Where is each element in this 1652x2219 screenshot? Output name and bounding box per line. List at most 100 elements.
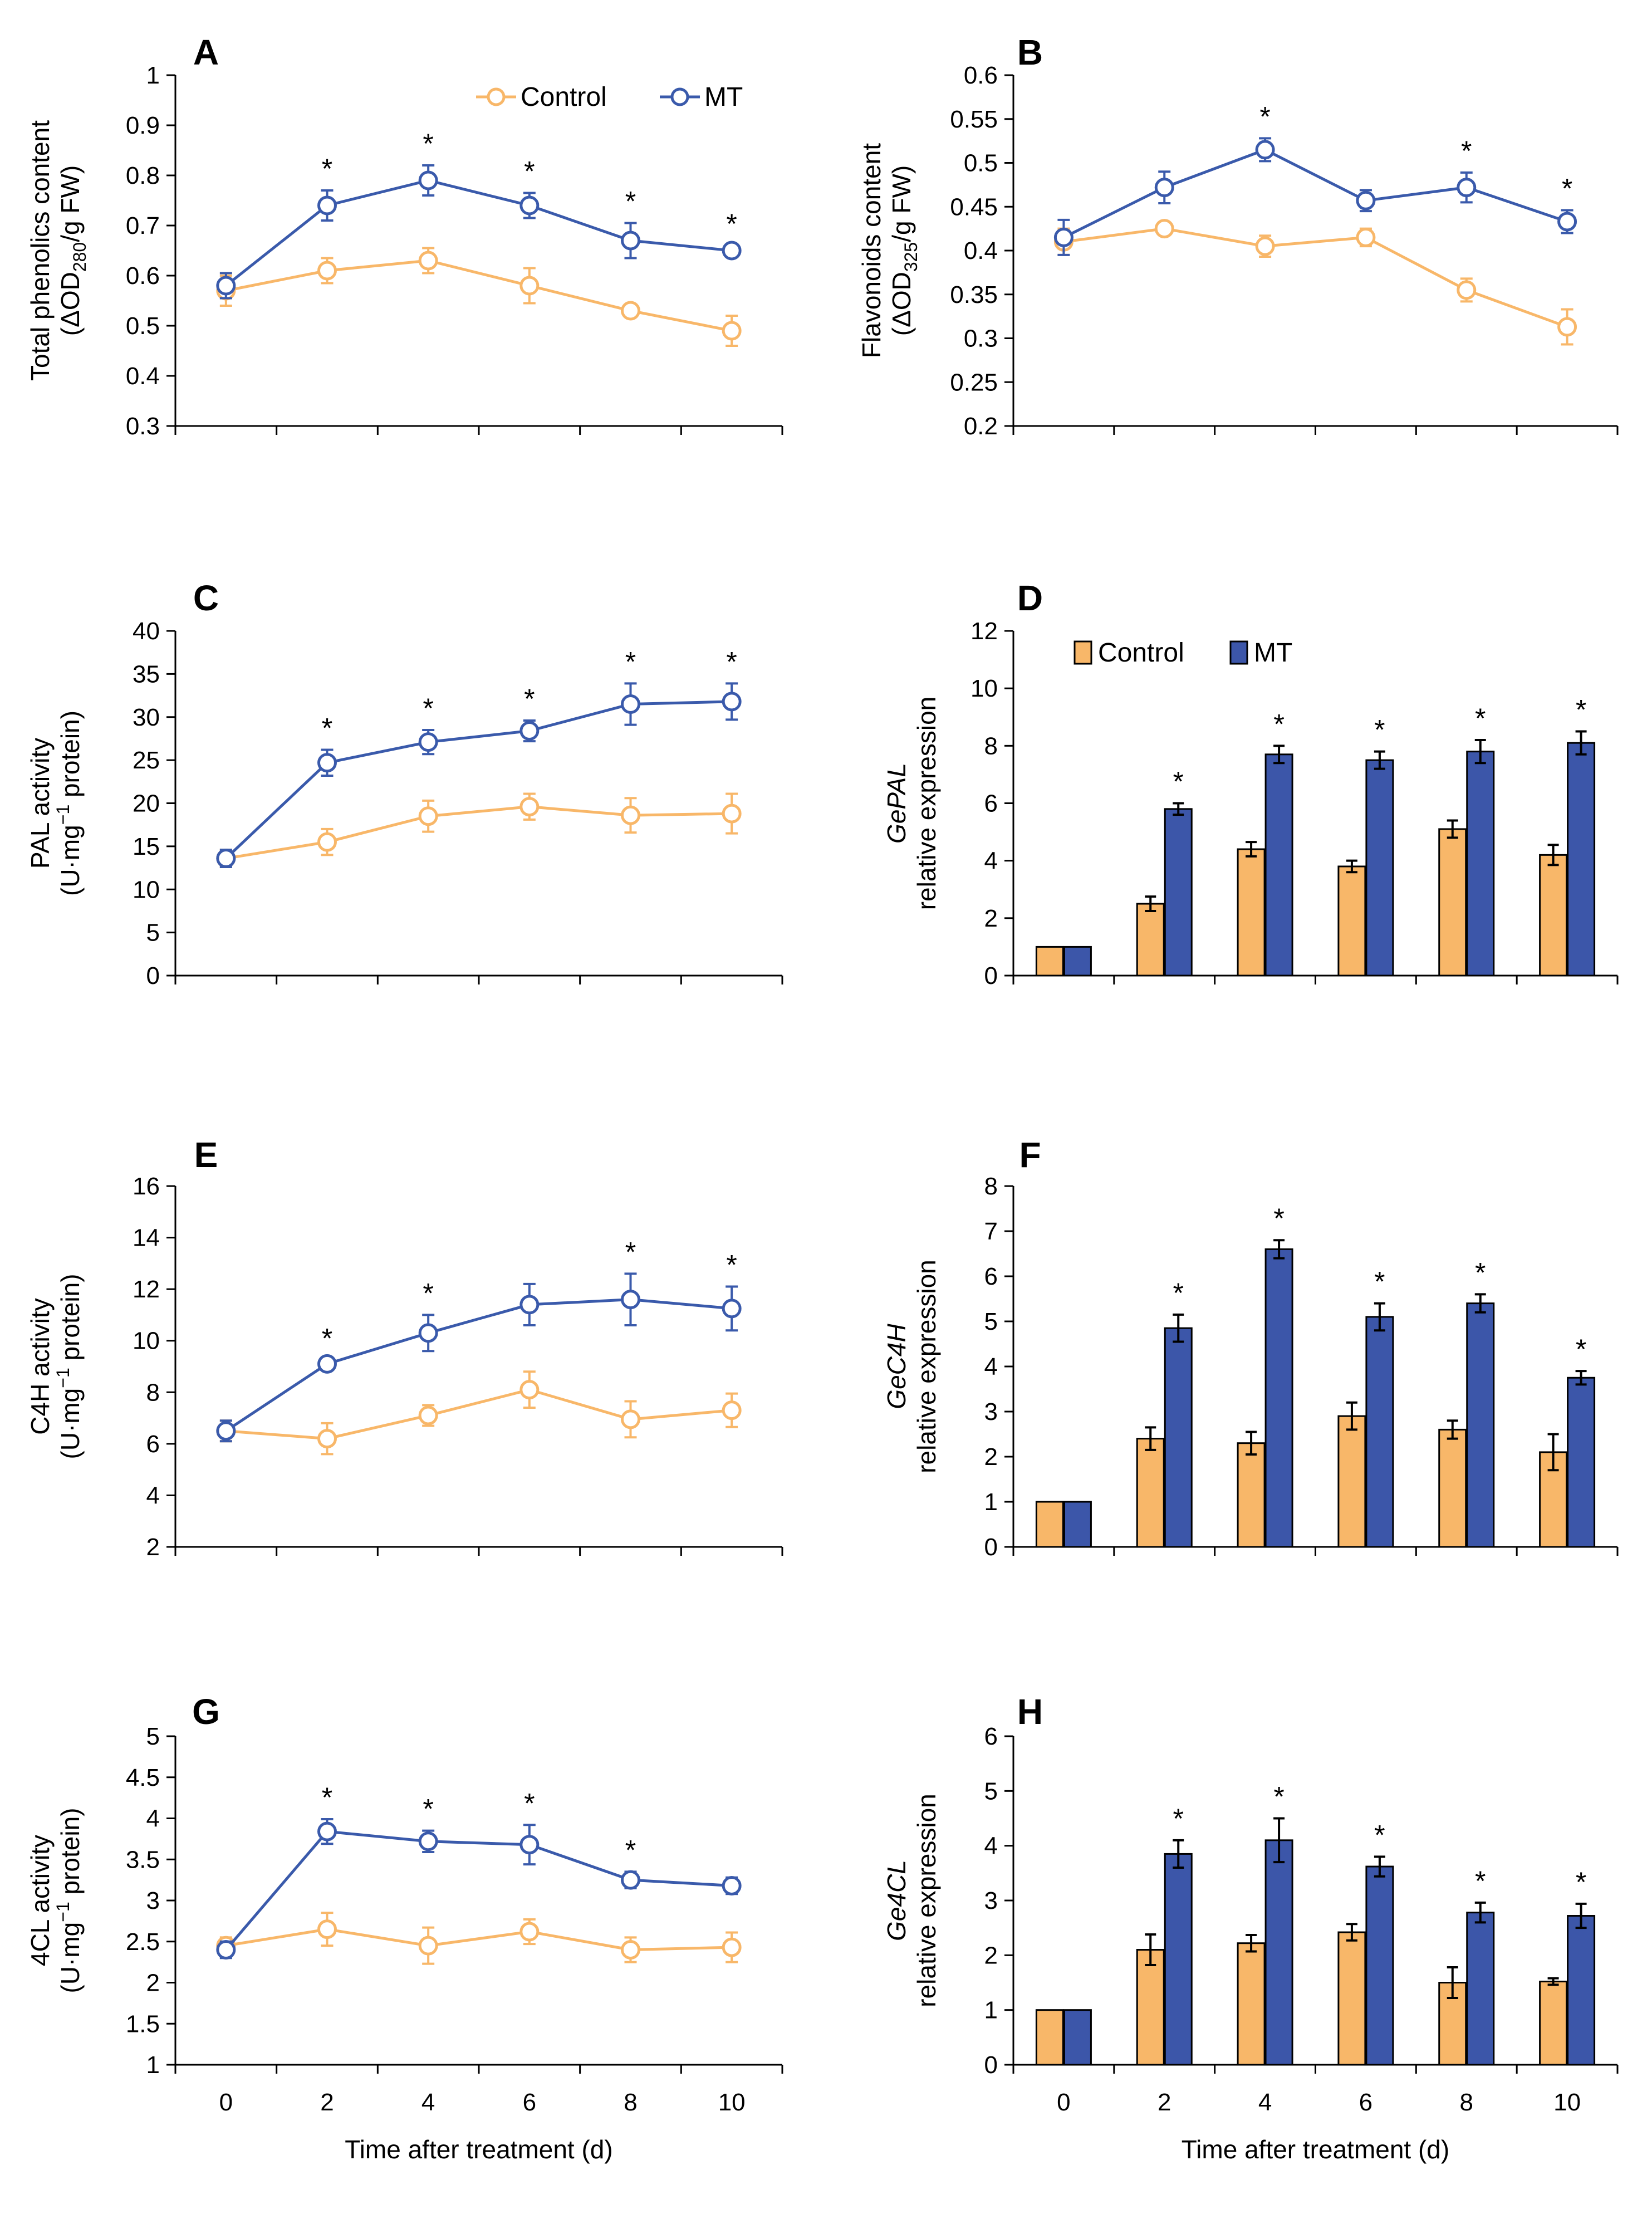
bar-mt [1164,808,1193,977]
bar-mt [1365,759,1394,977]
y-tick-label: 25 [133,747,160,774]
y-tick-label: 0.6 [126,262,160,290]
y-axis-title-part: protein) [56,1274,85,1368]
legend-label-control: Control [521,82,607,112]
y-tick-label: 8 [984,1173,998,1200]
data-point-mt [216,1421,236,1441]
y-tick-label: 10 [133,876,160,903]
bar-mt [1264,1248,1293,1548]
data-point-control [317,1429,337,1449]
y-tick-label: 40 [133,618,160,645]
y-axis-title-part: protein) [56,1808,85,1902]
data-point-mt [418,1831,438,1851]
data-point-mt [317,195,337,215]
data-point-control [621,1940,640,1960]
significance-star: * [322,153,332,184]
y-tick-label: 4 [984,1833,998,1860]
data-point-mt [216,276,236,296]
y-axis-title-line2: (ΔOD325/g FW) [887,165,921,336]
bar-mt [1567,1377,1596,1548]
y-axis-title-line1: PAL activity [26,738,55,869]
data-point-control [317,832,337,852]
data-point-mt [519,1295,540,1315]
legend-label-mt: MT [704,82,743,112]
y-tick-label: 0.5 [964,150,998,177]
legend: Control MT [476,82,743,112]
y-tick-label: 2 [984,1942,998,1969]
y-tick-label: 0 [984,962,998,990]
y-tick-label: 20 [133,790,160,817]
x-axis-title: Time after treatment (d) [345,2135,612,2164]
significance-star: * [625,1834,636,1865]
bar-mt [1063,1501,1092,1548]
y-axis-title-line1: GePAL [882,763,911,844]
y-tick-label: 6 [984,790,998,817]
y-tick-label: 0.2 [964,413,998,440]
data-point-mt [722,1875,742,1895]
bar-mt [1063,946,1092,977]
y-axis-title-line2: (U·mg−1 protein) [53,711,85,896]
significance-star: * [423,128,433,159]
significance-star: * [1273,708,1284,739]
data-point-control [722,1400,742,1420]
data-point-mt [317,1354,337,1374]
series-line-control [226,1388,732,1441]
y-axis-title-line2: (U·mg−1 protein) [53,1808,85,1993]
data-point-mt [722,692,742,712]
y-axis-title-part: protein) [56,711,85,805]
significance-star: * [1475,1257,1486,1288]
significance-star: * [625,646,636,677]
significance-star: * [1273,1203,1284,1234]
significance-star: * [1259,101,1270,132]
bar-mt [1365,1316,1394,1548]
data-point-control [418,251,438,271]
legend-marker-mt [670,87,689,106]
chart-panel-a: A 0.3 0.4 0.5 0.6 0.7 0.8 0.9 1 Total phenolics c… [26,32,783,440]
bar-mt [1063,2009,1092,2066]
significance-star: * [1173,1277,1184,1309]
legend-label-mt: MT [1254,638,1292,668]
data-point-control [1255,236,1275,256]
data-point-control [722,1937,742,1957]
significance-star: * [1475,1865,1486,1897]
y-axis-title-line2: (ΔOD280/g FW) [56,165,90,336]
significance-star: * [1273,1781,1284,1813]
significance-star: * [1374,714,1385,746]
significance-star: * [524,683,535,714]
x-tick-label: 4 [421,2089,435,2116]
y-axis-title-line2: relative expression [912,1794,941,2007]
data-point-control [621,301,640,321]
significance-star: * [625,186,636,217]
significance-star: * [1562,173,1572,204]
bar-control [1337,865,1366,977]
y-tick-label: 2 [984,905,998,932]
y-tick-label: 0.25 [950,369,998,396]
x-tick-label: 2 [320,2089,334,2116]
data-point-mt [519,195,540,215]
y-tick-label: 3.5 [126,1846,160,1873]
chart-panel-e: E 2 4 6 8 10 12 14 16 C4H activity (U·mg−1 protein… [26,1135,783,1561]
y-tick-label: 2.5 [126,1928,160,1956]
data-point-mt [519,1835,540,1855]
data-point-mt [621,694,640,714]
significance-star: * [1475,703,1486,734]
data-point-control [418,806,438,826]
y-tick-label: 3 [984,1887,998,1914]
y-tick-label: 30 [133,704,160,731]
y-tick-label: 0.4 [964,237,998,264]
y-axis-title-line1: C4H activity [26,1298,55,1434]
x-tick-label: 0 [219,2089,233,2116]
y-axis-title-part: /g FW) [887,165,916,242]
y-tick-label: 5 [146,919,160,947]
x-tick-label: 0 [1057,2089,1070,2116]
data-point-mt [216,849,236,869]
y-tick-label: 2 [984,1443,998,1471]
y-tick-label: 0 [146,962,160,990]
bar-control [1237,848,1266,977]
bar-control [1237,1942,1266,2066]
bar-control [1438,828,1467,977]
bar-control [1035,2009,1064,2066]
y-tick-label: 3 [146,1887,160,1914]
data-point-mt [722,1299,742,1319]
